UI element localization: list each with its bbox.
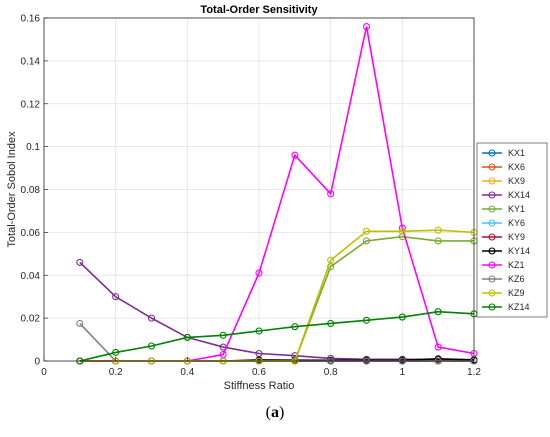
axis-ticks: 0 0.2 0.4 0.6 0.8 1 1.2 0 0.02 0.04 0.06 0.08 0.1 0.1… — [21, 14, 482, 379]
data-point-kz6 — [76, 319, 84, 328]
data-point-kz1 — [362, 23, 371, 31]
legend-label-ky9: KY9 — [508, 232, 525, 242]
legend-label-kz14: KZ14 — [508, 302, 530, 312]
caption-open: ( — [265, 404, 271, 421]
y-tick-label: 0 — [34, 357, 40, 368]
y-tick-label: 0.1 — [26, 142, 40, 153]
x-tick-label: 0 — [41, 367, 47, 378]
legend-marker-kz6 — [488, 275, 496, 283]
legend-marker-ky1 — [488, 205, 496, 213]
caption-close: ) — [279, 404, 285, 421]
data-point-kz1 — [255, 269, 263, 277]
data-point-kz9 — [362, 227, 371, 235]
legend-label-kz9: KZ9 — [508, 288, 525, 298]
data-point-kz14 — [183, 333, 191, 341]
series-line-kz14 — [79, 310, 475, 362]
y-axis-title: Total-Order Sobol Index — [6, 131, 18, 248]
legend-marker-kx9 — [488, 177, 496, 185]
x-tick-label: 0.4 — [180, 367, 194, 378]
data-point-kz14 — [398, 313, 406, 321]
legend-label-ky14: KY14 — [508, 246, 530, 256]
figure-caption: (a) — [0, 404, 550, 422]
data-point-ky1 — [434, 237, 442, 245]
legend-label-ky6: KY6 — [508, 218, 525, 228]
legend-marker-kx6 — [488, 163, 496, 171]
legend-marker-kz9 — [488, 289, 496, 297]
legend-marker-kz1 — [488, 261, 496, 269]
y-tick-label: 0.08 — [21, 185, 41, 196]
data-point-ky14 — [434, 355, 442, 363]
legend-label-kx1: KX1 — [508, 148, 525, 158]
legend-box — [476, 142, 548, 318]
legend-marker-kz14 — [488, 303, 496, 311]
data-point-kz14 — [219, 331, 227, 339]
data-point-ky1 — [362, 237, 371, 245]
data-point-kz9 — [434, 226, 442, 234]
x-tick-label: 1.2 — [467, 367, 481, 378]
x-tick-label: 0.2 — [109, 367, 123, 378]
x-axis-title: Stiffness Ratio — [224, 380, 295, 392]
y-tick-label: 0.02 — [21, 314, 41, 325]
legend-marker-kx14 — [488, 191, 496, 199]
data-point-kz14 — [291, 323, 299, 331]
data-point-kz14 — [327, 319, 335, 328]
legend-label-kx9: KX9 — [508, 176, 525, 186]
caption-letter: a — [271, 404, 279, 421]
y-tick-label: 0.12 — [21, 99, 41, 110]
legend-label-ky1: KY1 — [508, 204, 525, 214]
x-tick-label: 0.6 — [252, 367, 266, 378]
legend-marker-ky14 — [488, 247, 496, 255]
data-point-kz14 — [147, 342, 156, 350]
data-point-kx14 — [147, 314, 156, 322]
data-point-kz14 — [112, 348, 120, 356]
data-point-kx14 — [112, 293, 120, 301]
data-point-kz14 — [255, 327, 263, 335]
legend-label-kx6: KX6 — [508, 162, 525, 172]
data-point-kx14 — [76, 258, 84, 266]
chart-title: Total-Order Sensitivity — [200, 4, 318, 16]
legend: KX1 KX6 KX9 KX14 KY1 KY6 KY9 KY14 KZ1 KZ6 KZ9 KZ14 — [476, 142, 548, 318]
y-tick-label: 0.06 — [21, 228, 41, 239]
data-point-kz1 — [434, 343, 442, 351]
data-point-kz14 — [434, 308, 442, 316]
legend-label-kz1: KZ1 — [508, 260, 525, 270]
legend-label-kz6: KZ6 — [508, 274, 525, 284]
data-point-kz14 — [362, 316, 371, 324]
y-tick-label: 0.14 — [21, 56, 41, 67]
legend-marker-ky9 — [488, 233, 496, 241]
data-point-kz1 — [291, 151, 299, 159]
series-kz14 — [76, 308, 478, 365]
sensitivity-chart: 0 0.2 0.4 0.6 0.8 1 1.2 0 0.02 0.04 0.06 0.08 0.1 0.1… — [6, 4, 548, 392]
data-point-kz9 — [327, 256, 335, 264]
legend-marker-kx1 — [488, 149, 496, 157]
legend-marker-ky6 — [488, 219, 496, 227]
x-tick-label: 0.8 — [324, 367, 338, 378]
y-tick-label: 0.04 — [21, 271, 41, 282]
x-tick-label: 1 — [400, 367, 406, 378]
y-tick-label: 0.16 — [21, 14, 41, 25]
data-point-kz9 — [398, 227, 406, 235]
data-point-kz1 — [327, 190, 335, 198]
legend-label-kx14: KX14 — [508, 190, 530, 200]
